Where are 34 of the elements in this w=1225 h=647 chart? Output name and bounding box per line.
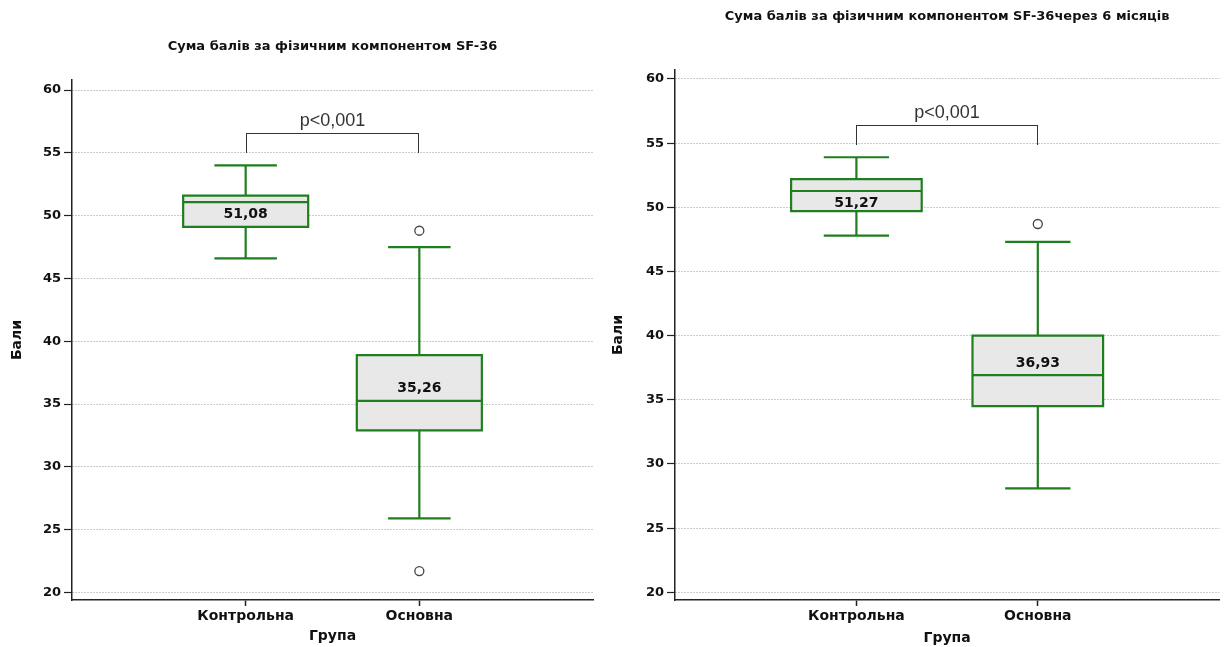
x-axis-title: Група — [923, 629, 971, 646]
y-tick-label: 30 — [42, 458, 61, 474]
y-tick-label: 55 — [42, 144, 61, 160]
y-tick-label: 40 — [645, 327, 664, 343]
text: 51,27 — [834, 193, 879, 210]
x-tick-label: Контрольна — [197, 607, 295, 624]
y-tick-label: 55 — [645, 134, 664, 150]
y-axis-title: Бали — [609, 314, 626, 356]
text: 35,26 — [397, 379, 442, 396]
x-tick-label: Основна — [1004, 607, 1072, 624]
y-tick-label: 60 — [42, 81, 61, 97]
text: 36,93 — [1015, 353, 1060, 370]
x-axis-title: Група — [308, 627, 357, 644]
y-tick-label: 35 — [42, 395, 61, 411]
chart-title: Сума балів за фізичним компонентом SF-36через 6 місяців — [724, 8, 1170, 24]
annotation: p<0,001 — [914, 102, 980, 123]
y-tick-label: 60 — [645, 70, 664, 86]
y-tick-label: 50 — [42, 207, 61, 223]
y-tick-label: 45 — [42, 269, 61, 285]
y-tick-label: 40 — [42, 332, 61, 348]
y-axis-title: Бали — [8, 319, 25, 361]
y-tick-label: 25 — [645, 519, 664, 535]
x-tick-label: Контрольна — [808, 607, 905, 624]
y-tick-label: 50 — [645, 198, 664, 214]
chart-title: Сума балів за фізичним компонентом SF-36 — [167, 38, 498, 54]
annotation: p<0,001 — [299, 110, 366, 131]
y-tick-label: 20 — [42, 583, 61, 599]
y-tick-label: 35 — [645, 391, 664, 407]
y-tick-label: 30 — [645, 455, 664, 471]
x-tick-label: Основна — [385, 607, 454, 624]
y-tick-label: 25 — [42, 521, 61, 537]
text: 51,08 — [223, 204, 268, 221]
y-tick-label: 45 — [645, 262, 664, 278]
y-tick-label: 20 — [645, 583, 664, 599]
